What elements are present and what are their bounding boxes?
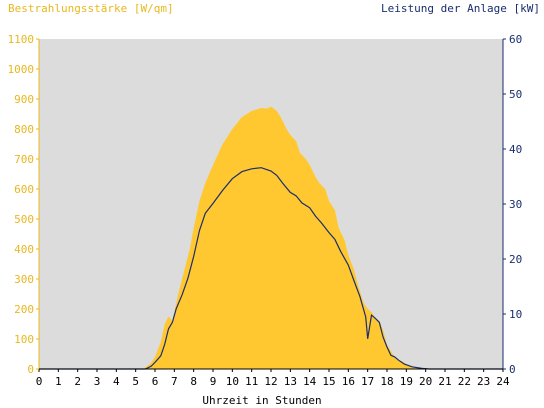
- left-axis-title: Bestrahlungsstärke [W/qm]: [8, 2, 174, 15]
- y-left-tick-label: 0: [27, 363, 34, 376]
- y-right-tick-label: 30: [509, 198, 522, 211]
- y-right-tick-label: 10: [509, 308, 522, 321]
- x-tick-label: 6: [152, 375, 159, 388]
- x-tick-label: 8: [190, 375, 197, 388]
- y-right-tick-label: 40: [509, 143, 522, 156]
- x-tick-label: 16: [342, 375, 355, 388]
- irradiance-area: [39, 106, 503, 369]
- x-tick-label: 21: [438, 375, 451, 388]
- y-left-tick-label: 100: [14, 333, 34, 346]
- y-left-tick-label: 300: [14, 273, 34, 286]
- power-line: [39, 167, 503, 370]
- x-tick-label: 9: [210, 375, 217, 388]
- y-left-tick-label: 1000: [8, 63, 35, 76]
- y-left-tick-label: 900: [14, 93, 34, 106]
- y-right-tick-label: 0: [509, 363, 516, 376]
- y-left-tick-label: 200: [14, 303, 34, 316]
- x-tick-label: 19: [400, 375, 413, 388]
- y-left-tick-label: 700: [14, 153, 34, 166]
- y-left-tick-label: 400: [14, 243, 34, 256]
- series-layer: [39, 106, 503, 370]
- x-tick-label: 14: [303, 375, 317, 388]
- x-tick-label: 23: [477, 375, 490, 388]
- x-tick-label: 1: [55, 375, 62, 388]
- x-tick-label: 10: [226, 375, 239, 388]
- x-tick-label: 3: [94, 375, 101, 388]
- tick-labels: 0 1 2 3 4 5 6 7 8 9 10 11 12 13 14 15 16 17 18 19 20 21 22 23 24…: [8, 33, 523, 388]
- x-tick-label: 11: [245, 375, 258, 388]
- x-axis-title: Uhrzeit in Stunden: [202, 394, 321, 407]
- x-tick-label: 18: [380, 375, 393, 388]
- x-tick-label: 2: [74, 375, 81, 388]
- y-left-tick-label: 1100: [8, 33, 35, 46]
- right-axis-title: Leistung der Anlage [kW]: [381, 2, 540, 15]
- x-tick-label: 17: [361, 375, 374, 388]
- x-tick-label: 22: [458, 375, 471, 388]
- y-right-tick-label: 60: [509, 33, 522, 46]
- x-tick-label: 24: [496, 375, 510, 388]
- x-tick-label: 7: [171, 375, 178, 388]
- x-tick-label: 20: [419, 375, 432, 388]
- x-tick-label: 15: [322, 375, 335, 388]
- x-tick-label: 13: [284, 375, 297, 388]
- x-tick-label: 4: [113, 375, 120, 388]
- x-tick-label: 12: [264, 375, 277, 388]
- x-tick-label: 5: [132, 375, 139, 388]
- x-tick-label: 0: [36, 375, 43, 388]
- y-left-tick-label: 800: [14, 123, 34, 136]
- y-right-tick-label: 20: [509, 253, 522, 266]
- y-right-tick-label: 50: [509, 88, 522, 101]
- y-left-tick-label: 500: [14, 213, 34, 226]
- y-left-tick-label: 600: [14, 183, 34, 196]
